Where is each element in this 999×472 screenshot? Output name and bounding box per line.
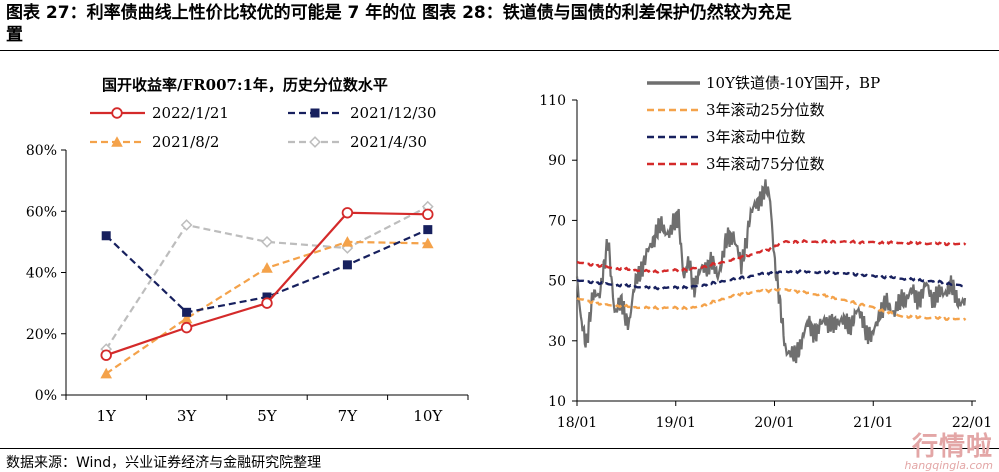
point-marker [101,231,111,241]
series-line-2021/4/30 [105,205,429,350]
point-marker [261,262,273,273]
left-y-tick-label: 40% [26,266,57,282]
left-x-tick-label: 3Y [177,407,198,425]
left-legend: 2022/1/21 2021/12/30 2021/8/2 2021/4/30 [90,104,436,151]
left-x-tick-label: 5Y [257,407,278,425]
right-chart: 10 30 50 70 90 110 18/01 19/01 20/01 21/01 22/01 1… [539,74,992,431]
right-x-tick-label: 18/01 [557,415,597,431]
legend-label: 3年滚动25分位数 [706,101,825,119]
right-y-tick-label: 70 [548,213,566,229]
figure-header: 图表 27：利率债曲线上性价比较优的可能是 7 年的位 图表 28：铁道债与国债… [6,2,996,46]
right-legend: 10Y铁道债-10Y国开，BP 3年滚动25分位数 3年滚动中位数 3年滚动75分位数 [647,74,880,173]
left-axes: 0% 20% 40% 60% 80% 1Y 3Y 5Y 7Y 10Y [26,143,469,425]
right-figure-title: 图表 28：铁道债与国债的利差保护仍然较为充足 [422,3,792,23]
legend-label: 2021/8/2 [152,133,219,151]
legend-label: 3年滚动中位数 [706,128,806,146]
point-marker [261,297,273,309]
left-x-tick-label: 10Y [413,407,443,425]
point-marker [262,292,272,302]
point-marker [180,321,193,334]
point-marker [423,225,433,235]
series-line-p75 [576,238,967,274]
left-series [100,200,434,379]
point-marker [111,136,123,147]
point-marker [180,219,193,231]
header-rule [0,50,999,51]
left-x-tick-label: 1Y [96,407,117,425]
left-figure-title: 图表 27：利率债曲线上性价比较优的可能是 7 年的位 [6,3,417,23]
point-marker [100,367,112,379]
point-marker [182,307,192,317]
legend-label: 2021/4/30 [350,133,427,151]
point-marker [342,260,352,270]
watermark-url: hangqingla.com [904,459,993,472]
point-marker [341,236,354,247]
legend-label: 2022/1/21 [152,104,229,122]
point-marker [310,108,320,118]
right-figure-title-wrap: 置 [6,25,23,45]
right-axes: 10 30 50 70 90 110 18/01 19/01 20/01 21/01 22/01 [539,93,992,431]
point-marker [422,237,434,249]
right-x-tick-label: 20/01 [754,415,794,431]
point-marker [100,349,112,361]
left-chart-title: 国开收益率/FR007:1年，历史分位数水平 [102,76,388,94]
point-marker [422,208,434,221]
point-marker [111,107,123,119]
right-y-tick-label: 90 [548,153,566,169]
left-y-tick-label: 20% [26,327,57,343]
watermark: 行情啦 hangqingla.com [905,426,993,472]
right-x-tick-label: 21/01 [853,415,893,431]
series-line-spread [575,179,967,364]
source-note: 数据来源：Wind，兴业证券经济与金融研究院整理 [6,455,322,471]
right-y-tick-label: 50 [548,274,566,290]
point-marker [261,236,273,248]
right-y-tick-label: 10 [548,394,566,410]
series-line-median [576,269,967,291]
point-marker [180,312,193,324]
legend-label: 3年滚动75分位数 [706,155,825,173]
series-line-p25 [576,288,967,322]
legend-label: 2021/12/30 [350,104,436,122]
legend-label: 10Y铁道债-10Y国开，BP [706,74,880,92]
right-x-tick-label: 22/01 [952,415,992,431]
left-y-tick-label: 60% [26,204,57,220]
watermark-logo-text: 行情啦 [911,432,993,462]
right-series [575,179,967,364]
footer-rule [0,448,999,449]
right-y-tick-label: 110 [539,93,566,109]
point-marker [309,136,321,148]
left-y-tick-label: 0% [35,388,57,404]
left-y-tick-label: 80% [26,143,57,159]
series-line-2022/1/21 [105,211,428,357]
right-y-tick-label: 30 [548,334,566,350]
right-x-tick-label: 19/01 [656,415,696,431]
point-marker [341,207,354,219]
left-chart: 国开收益率/FR007:1年，历史分位数水平 2022/1/21 2021/12/… [26,76,469,425]
left-x-tick-label: 7Y [338,407,359,425]
